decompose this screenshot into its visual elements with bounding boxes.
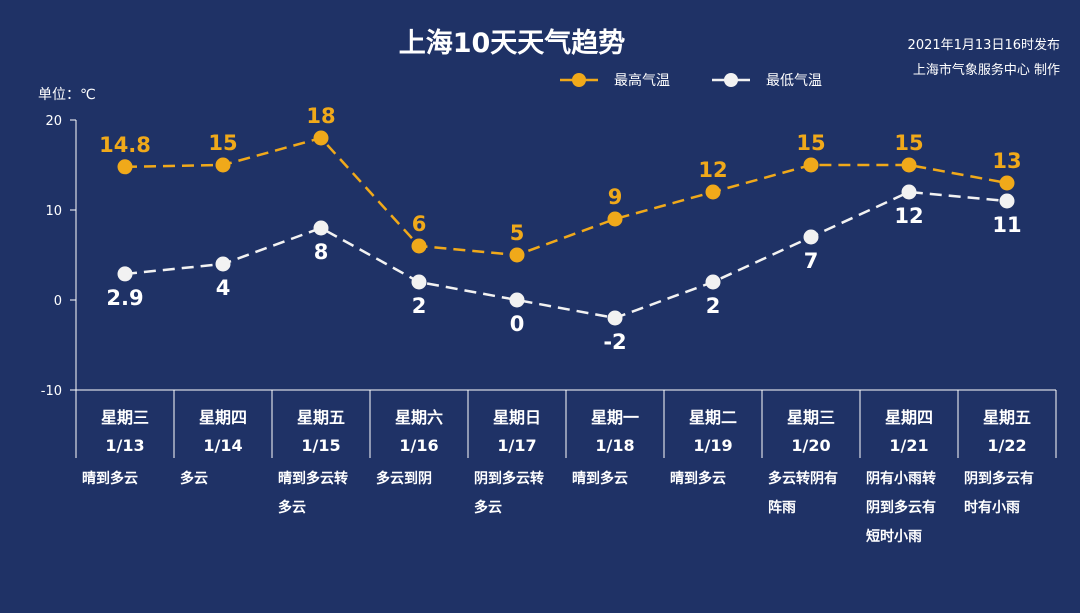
series-low-point: [215, 256, 231, 272]
legend-high-marker: [572, 73, 586, 87]
series-high-value-label: 14.8: [99, 133, 151, 157]
series-high-line: [124, 136, 1008, 257]
series-high-point: [411, 238, 427, 254]
x-date-label: 1/19: [693, 436, 732, 455]
series-low-value-label: 11: [992, 213, 1021, 237]
series-high-value-label: 15: [208, 131, 237, 155]
y-tick-label: 20: [45, 114, 62, 129]
series-low-line: [124, 190, 1008, 320]
weather-condition-label: 晴到多云: [670, 470, 726, 487]
x-categories: 星期三1/13晴到多云星期四1/14多云星期五1/15晴到多云转多云星期六1/1…: [75, 390, 1057, 545]
x-weekday-label: 星期四: [199, 408, 247, 427]
series-low-point: [509, 292, 525, 308]
series-high-value-label: 15: [796, 131, 825, 155]
x-date-label: 1/21: [889, 436, 928, 455]
weather-condition-label: 多云到阴: [376, 470, 432, 487]
series-low-point: [411, 274, 427, 290]
series-high-point: [901, 157, 917, 173]
series-low-value-label: 4: [216, 276, 231, 300]
series-low-point: [705, 274, 721, 290]
unit-label: 单位：℃: [38, 87, 96, 103]
x-weekday-label: 星期一: [591, 408, 639, 427]
weather-condition-label: 多云: [474, 499, 502, 516]
series-high-point: [117, 159, 133, 175]
series-low-value-label: 2: [412, 294, 427, 318]
weather-condition-label: 阴到多云转: [474, 470, 544, 487]
series-low-point: [607, 310, 623, 326]
series-high-value-label: 15: [894, 131, 923, 155]
publish-time: 2021年1月13日16时发布: [908, 37, 1060, 53]
series-high-value-label: 5: [510, 221, 525, 245]
series-low-point: [313, 220, 329, 236]
series-high-point: [215, 157, 231, 173]
weather-condition-label: 阴到多云有: [964, 470, 1034, 487]
series-low-point: [999, 193, 1015, 209]
x-date-label: 1/16: [399, 436, 438, 455]
producer-credit: 上海市气象服务中心 制作: [913, 62, 1060, 78]
x-date-label: 1/18: [595, 436, 634, 455]
chart-title: 上海10天天气趋势: [399, 28, 626, 59]
x-date-label: 1/14: [203, 436, 242, 455]
legend-low-label: 最低气温: [766, 73, 822, 89]
x-weekday-label: 星期日: [493, 408, 541, 427]
series-low-value-label: 12: [894, 204, 923, 228]
series-low-value-label: 2: [706, 294, 721, 318]
x-date-label: 1/20: [791, 436, 830, 455]
series-low-value-label: -2: [603, 330, 626, 354]
series-high-point: [509, 247, 525, 263]
y-tick-label: -10: [41, 384, 62, 399]
weather-condition-label: 时有小雨: [964, 499, 1020, 516]
y-tick-label: 10: [45, 204, 62, 219]
x-weekday-label: 星期五: [297, 408, 345, 427]
weather-condition-label: 阵雨: [768, 499, 796, 516]
x-weekday-label: 星期三: [787, 408, 835, 427]
series-low-point: [117, 266, 133, 282]
series-high-point: [705, 184, 721, 200]
x-weekday-label: 星期六: [395, 408, 443, 427]
series-high-value-label: 6: [412, 212, 427, 236]
series-high-point: [999, 175, 1015, 191]
series-high-point: [313, 130, 329, 146]
x-date-label: 1/17: [497, 436, 536, 455]
series-high-point: [607, 211, 623, 227]
weather-condition-label: 短时小雨: [866, 528, 922, 545]
weather-condition-label: 阴到多云有: [866, 499, 936, 516]
series-high: 14.8 15 18 6 5 9 12 15 15 13: [99, 104, 1022, 263]
series-high-value-label: 9: [608, 185, 623, 209]
weather-condition-label: 晴到多云转: [278, 470, 348, 487]
x-date-label: 1/13: [105, 436, 144, 455]
x-weekday-label: 星期三: [101, 408, 149, 427]
series-high-point: [803, 157, 819, 173]
weather-condition-label: 阴有小雨转: [866, 470, 936, 487]
series-low-point: [901, 184, 917, 200]
legend-high-label: 最高气温: [614, 72, 670, 89]
weather-condition-label: 多云: [278, 499, 306, 516]
series-low-value-label: 7: [804, 249, 819, 273]
y-tick-label: 0: [54, 294, 62, 309]
weather-condition-label: 多云转阴有: [768, 470, 838, 487]
weather-condition-label: 晴到多云: [82, 470, 138, 487]
series-low: 2.9 4 8 2 0 -2 2 7 12 11: [106, 184, 1022, 354]
series-low-value-label: 0: [510, 312, 525, 336]
weather-condition-label: 晴到多云: [572, 470, 628, 487]
series-low-value-label: 8: [314, 240, 329, 264]
x-weekday-label: 星期五: [983, 408, 1031, 427]
x-weekday-label: 星期二: [689, 408, 737, 427]
legend-low-marker: [724, 73, 738, 87]
series-low-point: [803, 229, 819, 245]
series-high-value-label: 12: [698, 158, 727, 182]
x-date-label: 1/15: [301, 436, 340, 455]
weather-condition-label: 多云: [180, 470, 208, 487]
x-weekday-label: 星期四: [885, 408, 933, 427]
x-date-label: 1/22: [987, 436, 1026, 455]
series-high-value-label: 13: [992, 149, 1021, 173]
series-high-value-label: 18: [306, 104, 335, 128]
legend: 最高气温 最低气温: [560, 72, 822, 89]
series-low-value-label: 2.9: [106, 286, 143, 310]
